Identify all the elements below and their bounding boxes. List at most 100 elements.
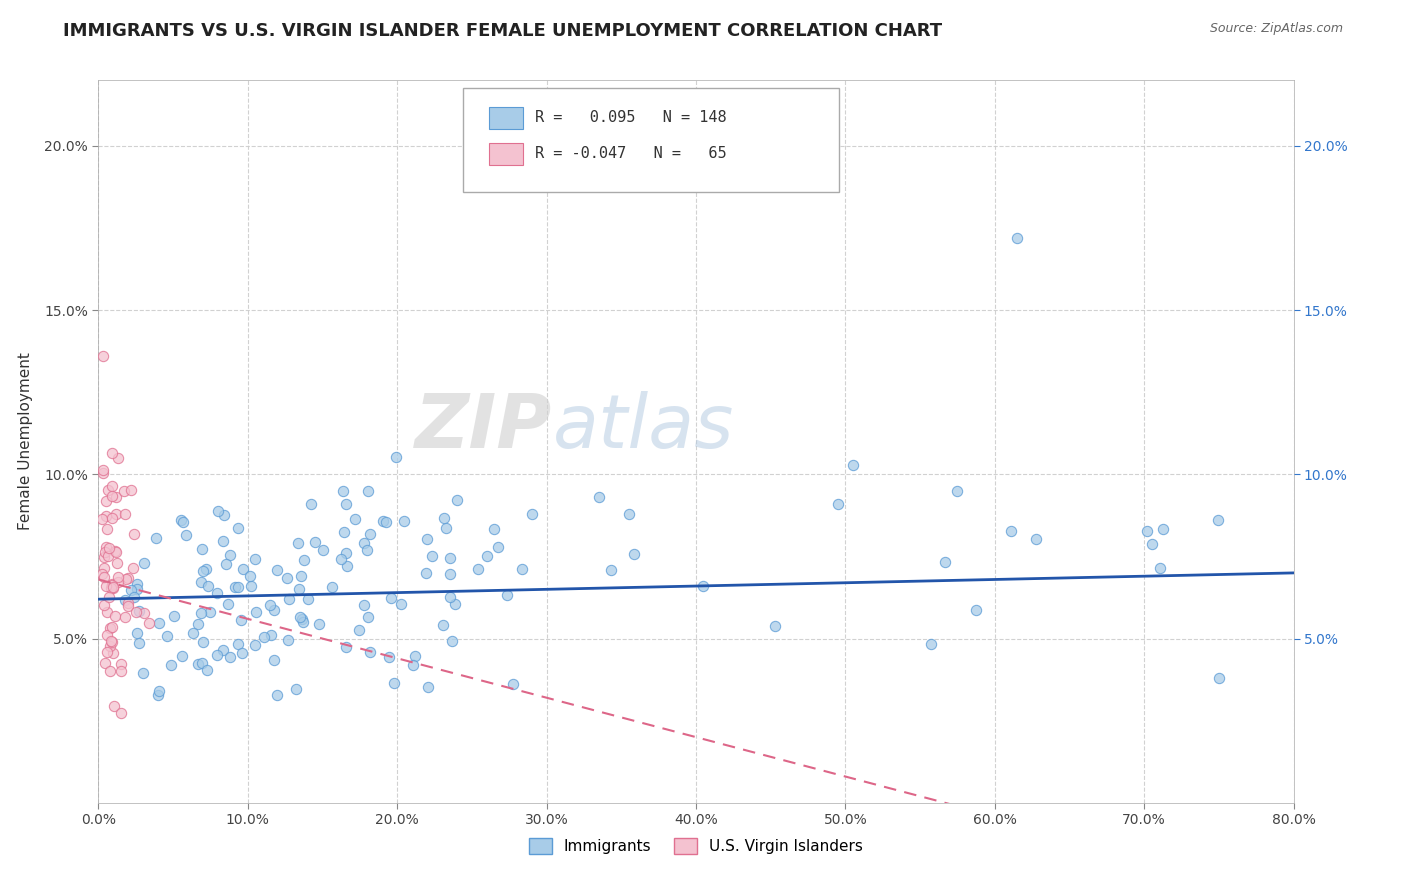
Point xyxy=(1208,513,1230,527)
Point xyxy=(101,479,124,493)
Point xyxy=(440,634,463,648)
Point xyxy=(138,616,160,631)
Point xyxy=(288,582,311,597)
Point xyxy=(416,680,439,694)
Point xyxy=(382,676,405,690)
Point xyxy=(357,610,380,624)
Point xyxy=(96,509,118,524)
Point xyxy=(190,607,212,621)
Point xyxy=(128,636,150,650)
Point xyxy=(297,592,319,607)
Point xyxy=(124,590,146,604)
Point xyxy=(374,516,396,530)
Point xyxy=(219,548,242,562)
Point xyxy=(432,618,454,632)
Text: R = -0.047   N =   65: R = -0.047 N = 65 xyxy=(534,146,727,161)
Point xyxy=(335,497,357,511)
Point xyxy=(496,588,519,602)
Point xyxy=(335,546,357,560)
Point xyxy=(114,507,136,521)
Point xyxy=(101,635,124,649)
Point xyxy=(100,577,122,591)
Point xyxy=(107,451,129,466)
Point xyxy=(211,534,233,549)
Point xyxy=(170,513,193,527)
Point xyxy=(285,682,308,697)
Point xyxy=(93,545,115,559)
Point xyxy=(117,599,139,614)
Point xyxy=(299,497,322,511)
Point xyxy=(94,540,117,554)
Point xyxy=(101,578,124,592)
Point xyxy=(156,629,179,643)
Point xyxy=(260,627,283,641)
Point xyxy=(132,556,155,570)
Point xyxy=(353,598,375,612)
Point xyxy=(97,549,120,564)
Point xyxy=(98,640,121,654)
Point xyxy=(392,514,415,528)
Point xyxy=(94,493,117,508)
Point xyxy=(97,590,120,604)
Point xyxy=(304,534,326,549)
Point xyxy=(239,569,262,583)
Point xyxy=(97,483,120,497)
Point xyxy=(101,581,124,595)
Point xyxy=(115,572,138,586)
Point xyxy=(218,650,240,665)
Point xyxy=(97,541,120,555)
Point xyxy=(1025,532,1047,546)
Point xyxy=(253,631,276,645)
Point xyxy=(128,604,150,618)
Point xyxy=(378,650,401,665)
Text: Source: ZipAtlas.com: Source: ZipAtlas.com xyxy=(1209,22,1343,36)
Point xyxy=(194,562,217,576)
Point xyxy=(263,652,285,666)
Point xyxy=(243,552,266,566)
Text: IMMIGRANTS VS U.S. VIRGIN ISLANDER FEMALE UNEMPLOYMENT CORRELATION CHART: IMMIGRANTS VS U.S. VIRGIN ISLANDER FEMAL… xyxy=(63,22,942,40)
Text: R =   0.095   N = 148: R = 0.095 N = 148 xyxy=(534,111,727,126)
Point xyxy=(356,543,378,558)
Point xyxy=(292,552,315,566)
Point xyxy=(433,511,456,525)
Point xyxy=(93,561,115,575)
Point xyxy=(692,579,714,593)
Bar xyxy=(489,143,523,165)
Point xyxy=(502,677,524,691)
Point xyxy=(91,567,114,582)
Point xyxy=(181,626,204,640)
Point xyxy=(946,483,969,498)
Point xyxy=(101,489,124,503)
Point xyxy=(359,527,381,541)
Point xyxy=(114,592,136,607)
Point xyxy=(160,658,183,673)
Point xyxy=(117,571,139,585)
Point xyxy=(1136,524,1159,539)
Point xyxy=(259,599,281,613)
Point xyxy=(291,615,314,629)
Point xyxy=(96,627,118,641)
Point xyxy=(444,597,467,611)
Point xyxy=(191,656,214,670)
Point xyxy=(212,643,235,657)
Point xyxy=(291,611,314,625)
Legend: Immigrants, U.S. Virgin Islanders: Immigrants, U.S. Virgin Islanders xyxy=(523,832,869,860)
Point xyxy=(520,507,543,521)
Point xyxy=(212,508,235,522)
Point xyxy=(100,620,122,634)
Text: atlas: atlas xyxy=(553,391,734,463)
Point xyxy=(277,632,299,647)
Point xyxy=(353,536,375,550)
Point xyxy=(103,646,125,660)
Point xyxy=(1000,524,1022,538)
Point xyxy=(114,610,136,624)
Point xyxy=(146,689,169,703)
Point xyxy=(1152,522,1174,536)
Point xyxy=(486,540,509,554)
Point xyxy=(623,547,645,561)
Point xyxy=(93,550,115,565)
Point xyxy=(380,591,402,606)
Point xyxy=(172,515,194,529)
Point xyxy=(335,640,357,654)
Point xyxy=(416,533,439,547)
